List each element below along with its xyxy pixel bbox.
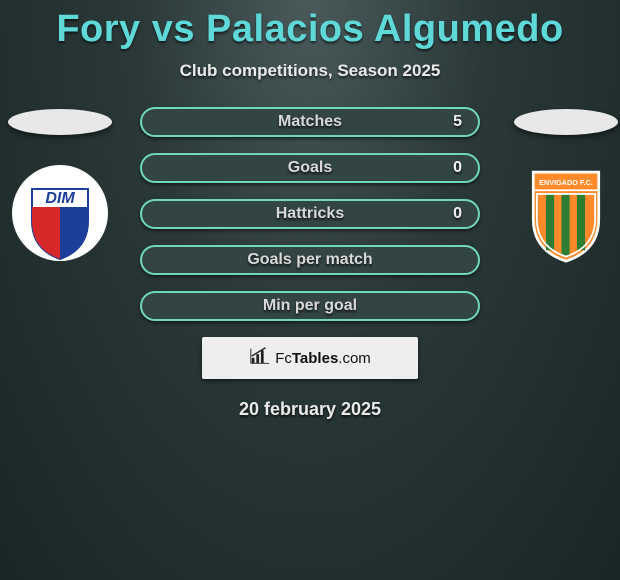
stat-label: Goals per match xyxy=(247,251,372,269)
page-title: Fory vs Palacios Algumedo xyxy=(0,0,620,51)
stat-label: Min per goal xyxy=(263,297,357,315)
stat-row-matches: Matches 5 xyxy=(140,107,480,137)
player-left-column: DIM xyxy=(0,107,120,263)
brand-suffix: .com xyxy=(338,350,371,367)
badge-right-text: ENVIGADO F.C. xyxy=(539,178,593,187)
comparison-date: 20 february 2025 xyxy=(0,399,620,420)
brand-prefix: Fc xyxy=(275,350,292,367)
stat-rows: Matches 5 Goals 0 Hattricks 0 Goals per … xyxy=(140,107,480,321)
player-right-column: ENVIGADO F.C. xyxy=(506,107,620,263)
badge-left-text: DIM xyxy=(45,190,75,207)
stat-right-value: 0 xyxy=(453,159,462,177)
player-right-photo-placeholder xyxy=(514,109,618,135)
stat-row-goals: Goals 0 xyxy=(140,153,480,183)
stat-row-hattricks: Hattricks 0 xyxy=(140,199,480,229)
footer-attribution: FcTables.com xyxy=(202,337,418,379)
club-badge-right: ENVIGADO F.C. xyxy=(516,163,616,263)
stat-label: Matches xyxy=(278,113,342,131)
brand-main: Tables xyxy=(292,350,338,367)
club-badge-left: DIM xyxy=(10,163,110,263)
subtitle: Club competitions, Season 2025 xyxy=(0,61,620,81)
stat-right-value: 0 xyxy=(453,205,462,223)
bar-chart-icon xyxy=(249,345,271,372)
stat-row-min-per-goal: Min per goal xyxy=(140,291,480,321)
comparison-panel: DIM ENVIGADO F.C. Matches 5 Goals xyxy=(0,107,620,420)
stat-right-value: 5 xyxy=(453,113,462,131)
stat-label: Goals xyxy=(288,159,332,177)
stat-row-goals-per-match: Goals per match xyxy=(140,245,480,275)
footer-brand-text: FcTables.com xyxy=(275,350,371,367)
player-left-photo-placeholder xyxy=(8,109,112,135)
stat-label: Hattricks xyxy=(276,205,344,223)
